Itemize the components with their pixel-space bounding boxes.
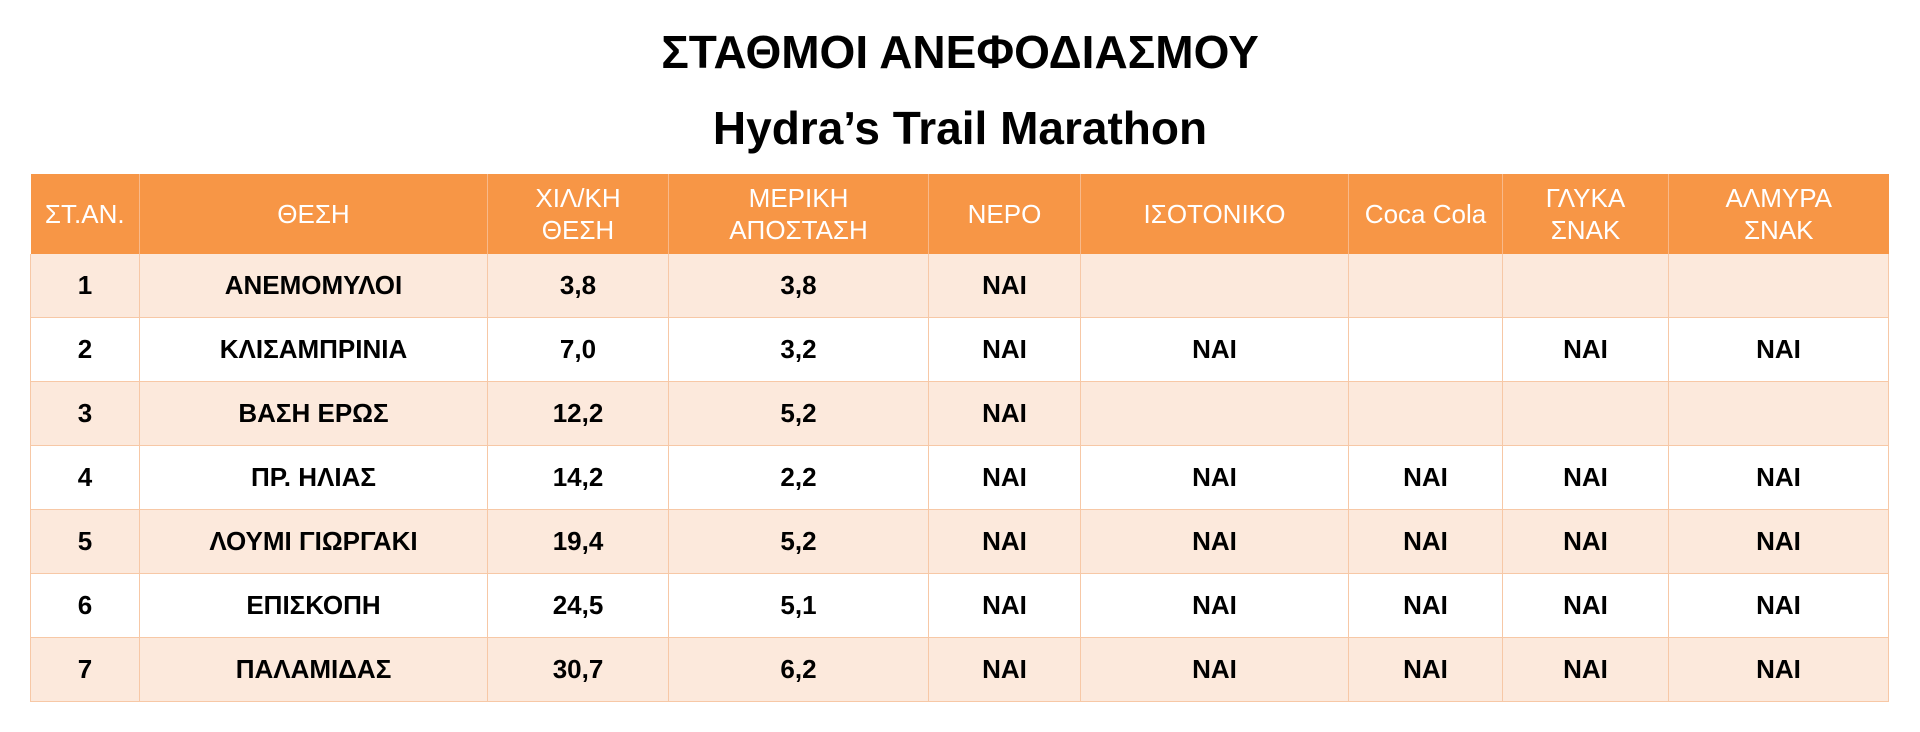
table-cell: ΝΑΙ	[1502, 445, 1669, 510]
table-cell: ΠΑΛΑΜΙΔΑΣ	[139, 637, 488, 702]
table-body: 1 ΑΝΕΜΟΜΥΛΟΙ 3,8 3,8 ΝΑΙ 2 ΚΛΙΣΑΜΠΡΙΝΙΑ 7,0 3,2 Ν…	[30, 254, 1889, 702]
table-cell: ΝΑΙ	[1668, 445, 1889, 510]
header-label-line: ΧΙΛ/ΚΗ	[535, 183, 621, 213]
page-title: ΣΤΑΘΜΟΙ ΑΝΕΦΟΔΙΑΣΜΟΥ	[661, 26, 1259, 78]
table-cell: ΝΑΙ	[1080, 637, 1349, 702]
table-cell: 4	[30, 445, 140, 510]
table-cell: ΚΛΙΣΑΜΠΡΙΝΙΑ	[139, 317, 488, 382]
table-cell	[1502, 381, 1669, 446]
table-cell: 3	[30, 381, 140, 446]
header-label-line: ΜΕΡΙΚΗ	[748, 183, 849, 213]
table-cell: ΝΑΙ	[928, 637, 1081, 702]
table-cell: ΝΑΙ	[1080, 317, 1349, 382]
table-row: 2 ΚΛΙΣΑΜΠΡΙΝΙΑ 7,0 3,2 ΝΑΙ ΝΑΙ ΝΑΙ ΝΑΙ	[30, 317, 1889, 382]
table-cell: ΝΑΙ	[928, 573, 1081, 638]
header-label-line: ΣΤ.ΑΝ.	[44, 199, 125, 229]
table-cell: ΕΠΙΣΚΟΠΗ	[139, 573, 488, 638]
table-cell: ΝΑΙ	[1502, 317, 1669, 382]
table-cell: ΝΑΙ	[928, 509, 1081, 574]
table-cell: 3,8	[668, 254, 929, 318]
header-label-line: ΘΕΣΗ	[541, 215, 615, 245]
table-header-row: ΣΤ.ΑΝ. ΘΕΣΗ ΧΙΛ/ΚΗ ΘΕΣΗ ΜΕΡΙΚΗ ΑΠΟΣΤΑΣΗ ΝΕΡΟ ΙΣ…	[30, 174, 1889, 254]
header-water: ΝΕΡΟ	[928, 174, 1081, 254]
table-cell: 2,2	[668, 445, 929, 510]
table-cell: ΝΑΙ	[1668, 317, 1889, 382]
table-cell: 5,2	[668, 509, 929, 574]
table-cell: ΝΑΙ	[928, 445, 1081, 510]
table-row: 6 ΕΠΙΣΚΟΠΗ 24,5 5,1 ΝΑΙ ΝΑΙ ΝΑΙ ΝΑΙ ΝΑΙ	[30, 573, 1889, 638]
table-cell	[1502, 254, 1669, 318]
page-subtitle: Hydra’s Trail Marathon	[712, 102, 1208, 154]
table-cell: 7	[30, 637, 140, 702]
table-cell: 12,2	[487, 381, 669, 446]
table-cell: 5,1	[668, 573, 929, 638]
table-cell: 1	[30, 254, 140, 318]
table-cell: ΝΑΙ	[1348, 573, 1503, 638]
table-cell: ΝΑΙ	[1348, 509, 1503, 574]
table-cell: ΝΑΙ	[1668, 637, 1889, 702]
table-cell: 7,0	[487, 317, 669, 382]
table-cell	[1348, 254, 1503, 318]
table-cell	[1668, 381, 1889, 446]
table-cell: ΝΑΙ	[928, 381, 1081, 446]
refreshment-stations-table: ΣΤ.ΑΝ. ΘΕΣΗ ΧΙΛ/ΚΗ ΘΕΣΗ ΜΕΡΙΚΗ ΑΠΟΣΤΑΣΗ ΝΕΡΟ ΙΣ…	[30, 174, 1889, 702]
table-cell: 5,2	[668, 381, 929, 446]
header-label-line: ΘΕΣΗ	[277, 199, 350, 229]
table-cell: 3,8	[487, 254, 669, 318]
header-label-line: ΑΛΜΥΡΑ	[1725, 183, 1832, 213]
header-km-position: ΧΙΛ/ΚΗ ΘΕΣΗ	[487, 174, 669, 254]
table-cell: 19,4	[487, 509, 669, 574]
table-cell: ΝΑΙ	[1502, 573, 1669, 638]
table-cell	[1348, 317, 1503, 382]
table-cell: ΠΡ. ΗΛΙΑΣ	[139, 445, 488, 510]
table-cell	[1348, 381, 1503, 446]
table-cell: 2	[30, 317, 140, 382]
header-label-line: ΝΕΡΟ	[967, 199, 1042, 229]
header-label-line: ΑΠΟΣΤΑΣΗ	[729, 215, 868, 245]
table-cell: 5	[30, 509, 140, 574]
header-isotonic: ΙΣΟΤΟΝΙΚΟ	[1080, 174, 1349, 254]
table-cell: ΝΑΙ	[1502, 509, 1669, 574]
table-cell: 14,2	[487, 445, 669, 510]
header-station-no: ΣΤ.ΑΝ.	[30, 174, 140, 254]
header-label-line: ΙΣΟΤΟΝΙΚΟ	[1143, 199, 1286, 229]
title-block: ΣΤΑΘΜΟΙ ΑΝΕΦΟΔΙΑΣΜΟΥ Hydra’s Trail Marat…	[0, 14, 1920, 166]
table-cell	[1080, 381, 1349, 446]
table-row: 5 ΛΟΥΜΙ ΓΙΩΡΓΑΚΙ 19,4 5,2 ΝΑΙ ΝΑΙ ΝΑΙ ΝΑΙ ΝΑΙ	[30, 509, 1889, 574]
table-row: 7 ΠΑΛΑΜΙΔΑΣ 30,7 6,2 ΝΑΙ ΝΑΙ ΝΑΙ ΝΑΙ ΝΑΙ	[30, 637, 1889, 702]
table-cell: 24,5	[487, 573, 669, 638]
table-cell: 30,7	[487, 637, 669, 702]
table-cell: ΝΑΙ	[1668, 573, 1889, 638]
table-cell	[1668, 254, 1889, 318]
table-row: 4 ΠΡ. ΗΛΙΑΣ 14,2 2,2 ΝΑΙ ΝΑΙ ΝΑΙ ΝΑΙ ΝΑΙ	[30, 445, 1889, 510]
table-cell: ΒΑΣΗ ΕΡΩΣ	[139, 381, 488, 446]
table-cell: 3,2	[668, 317, 929, 382]
header-partial-distance: ΜΕΡΙΚΗ ΑΠΟΣΤΑΣΗ	[668, 174, 929, 254]
header-label-line: Coca Cola	[1364, 199, 1487, 229]
table-cell: ΝΑΙ	[928, 254, 1081, 318]
table-cell: ΝΑΙ	[1502, 637, 1669, 702]
table-cell: ΝΑΙ	[1668, 509, 1889, 574]
table-cell: ΑΝΕΜΟΜΥΛΟΙ	[139, 254, 488, 318]
table-cell: ΝΑΙ	[1080, 509, 1349, 574]
table-cell: ΝΑΙ	[1348, 637, 1503, 702]
header-label-line: ΓΛΥΚΑ	[1545, 183, 1626, 213]
header-salty-snacks: ΑΛΜΥΡΑ ΣΝΑΚ	[1668, 174, 1889, 254]
table-row: 3 ΒΑΣΗ ΕΡΩΣ 12,2 5,2 ΝΑΙ	[30, 381, 1889, 446]
header-label-line: ΣΝΑΚ	[1743, 215, 1814, 245]
header-coca-cola: Coca Cola	[1348, 174, 1503, 254]
header-location: ΘΕΣΗ	[139, 174, 488, 254]
table-cell: ΝΑΙ	[1080, 445, 1349, 510]
table-cell: ΝΑΙ	[1080, 573, 1349, 638]
table-cell: 6,2	[668, 637, 929, 702]
table-cell: 6	[30, 573, 140, 638]
header-sweet-snacks: ΓΛΥΚΑ ΣΝΑΚ	[1502, 174, 1669, 254]
table-cell: ΝΑΙ	[928, 317, 1081, 382]
header-label-line: ΣΝΑΚ	[1550, 215, 1621, 245]
table-cell	[1080, 254, 1349, 318]
table-row: 1 ΑΝΕΜΟΜΥΛΟΙ 3,8 3,8 ΝΑΙ	[30, 254, 1889, 318]
table-cell: ΛΟΥΜΙ ΓΙΩΡΓΑΚΙ	[139, 509, 488, 574]
table-cell: ΝΑΙ	[1348, 445, 1503, 510]
